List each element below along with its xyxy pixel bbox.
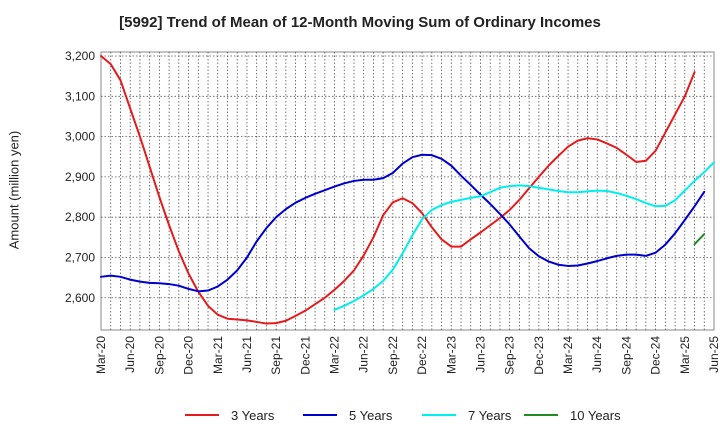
- x-tick-label: Mar-21: [211, 336, 225, 374]
- legend-label: 5 Years: [349, 407, 393, 423]
- x-tick-label: Sep-23: [503, 336, 517, 375]
- legend-swatch: [185, 414, 219, 416]
- y-tick-label: 3,000: [65, 130, 95, 144]
- series-lines: [100, 55, 715, 325]
- x-tick-label: Jun-25: [707, 336, 720, 373]
- x-tick-label: Jun-21: [240, 336, 254, 373]
- x-tick-label: Mar-23: [444, 336, 458, 374]
- plot-area: [100, 51, 715, 331]
- x-tick-label: Mar-25: [678, 336, 692, 374]
- legend-item: 10 Years: [524, 404, 621, 426]
- y-tick-label: 3,100: [65, 89, 95, 103]
- y-tick-label: 2,600: [65, 291, 95, 305]
- series-line-5-years: [100, 153, 706, 293]
- x-tick-label: Dec-24: [649, 336, 663, 375]
- legend-swatch: [303, 414, 337, 416]
- chart-title: [5992] Trend of Mean of 12-Month Moving …: [119, 14, 601, 31]
- x-tick-label: Mar-22: [328, 336, 342, 374]
- x-tick-label: Sep-21: [269, 336, 283, 375]
- series-line-3-years: [100, 55, 696, 325]
- legend-item: 7 Years: [422, 404, 511, 426]
- legend-swatch: [524, 414, 558, 416]
- y-tick-label: 2,700: [65, 250, 95, 264]
- legend: 3 Years 5 Years 7 Years 10 Years: [0, 404, 720, 428]
- x-tick-label: Dec-20: [182, 336, 196, 375]
- legend-swatch: [422, 414, 456, 416]
- legend-label: 7 Years: [468, 407, 512, 423]
- x-tick-label: Sep-20: [152, 336, 166, 375]
- x-axis-ticks: Mar-20 Jun-20 Sep-20 Dec-20 Mar-21 Jun-21 Sep-…: [94, 336, 720, 375]
- x-tick-label: Dec-22: [415, 336, 429, 375]
- y-tick-label: 2,800: [65, 210, 95, 224]
- legend-label: 3 Years: [231, 407, 275, 423]
- legend-item: 3 Years: [185, 404, 274, 426]
- y-tick-label: 3,200: [65, 49, 95, 63]
- series-line-7-years: [333, 161, 715, 311]
- grid: [101, 52, 714, 330]
- x-tick-label: Sep-24: [619, 336, 633, 375]
- x-tick-label: Jun-24: [590, 336, 604, 373]
- x-tick-label: Mar-20: [94, 336, 108, 374]
- legend-item: 5 Years: [303, 404, 392, 426]
- y-tick-label: 2,900: [65, 170, 95, 184]
- legend-label: 10 Years: [570, 407, 621, 423]
- series-line-10-years: [693, 233, 706, 246]
- y-axis-ticks: 2,600 2,700 2,800 2,900 3,000 3,100 3,200: [65, 49, 95, 305]
- x-tick-label: Jun-23: [473, 336, 487, 373]
- x-tick-label: Jun-22: [357, 336, 371, 373]
- x-tick-label: Jun-20: [123, 336, 137, 373]
- x-tick-label: Mar-24: [561, 336, 575, 374]
- x-tick-label: Sep-22: [386, 336, 400, 375]
- x-tick-label: Dec-23: [532, 336, 546, 375]
- x-tick-label: Dec-21: [298, 336, 312, 375]
